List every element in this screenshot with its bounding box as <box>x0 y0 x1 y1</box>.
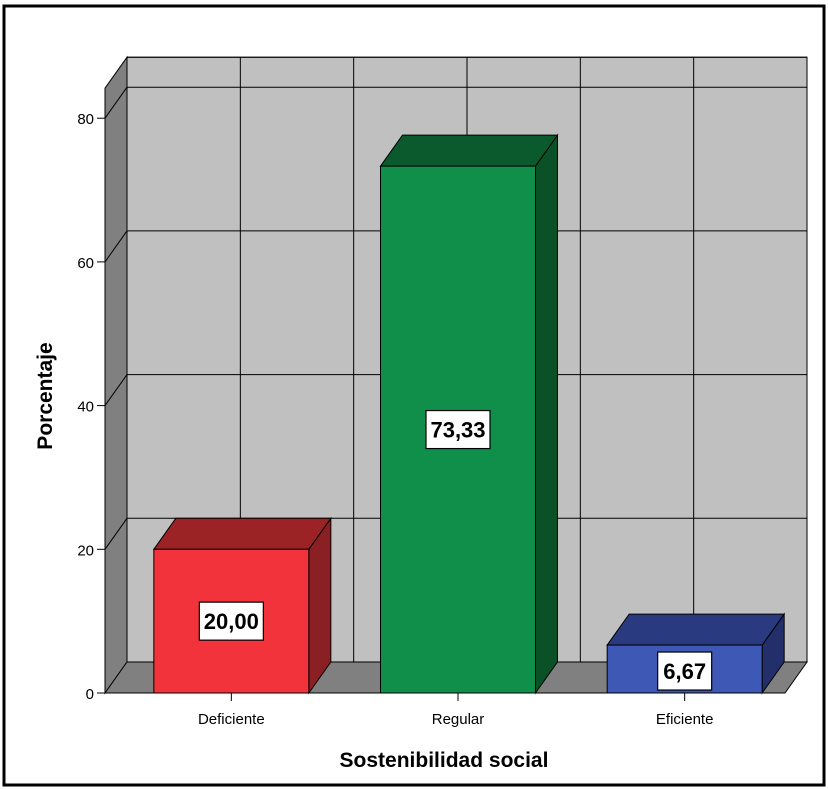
chart-border <box>2 4 826 787</box>
y-axis: 0 20 40 60 80 <box>77 88 106 703</box>
gridline-side <box>104 230 128 263</box>
gridline-side <box>104 86 128 119</box>
gridline-side <box>104 374 128 406</box>
x-tick-label: Deficiente <box>198 711 265 728</box>
y-axis-label: Porcentaje <box>34 342 57 449</box>
gridline-side <box>104 518 128 550</box>
y-tick-label: 60 <box>77 255 94 272</box>
bar-series: 20,00 73,33 6,67 <box>152 133 786 695</box>
data-label-box <box>657 651 713 691</box>
data-label: 73,33 <box>430 418 485 443</box>
y-tick-label: 40 <box>77 399 94 416</box>
x-axis-label: Sostenibilidad social <box>340 749 549 772</box>
bar-top-deficiente <box>152 517 332 550</box>
data-label: 20,00 <box>204 609 259 634</box>
y-tick-label: 0 <box>86 686 94 703</box>
x-axis: Deficiente Regular Eficiente <box>198 693 713 728</box>
data-label: 6,67 <box>663 659 706 684</box>
x-tick-label: Regular <box>432 711 485 728</box>
side-wall <box>104 55 128 695</box>
x-tick-label: Eficiente <box>656 711 714 728</box>
y-tick-label: 80 <box>77 111 94 128</box>
bar-top-regular <box>379 134 559 167</box>
bar-side-regular <box>535 133 558 695</box>
data-label-box <box>425 409 491 450</box>
y-tick-label: 20 <box>77 542 94 559</box>
data-label-box <box>198 601 264 641</box>
bar-top-eficiente <box>606 613 786 646</box>
